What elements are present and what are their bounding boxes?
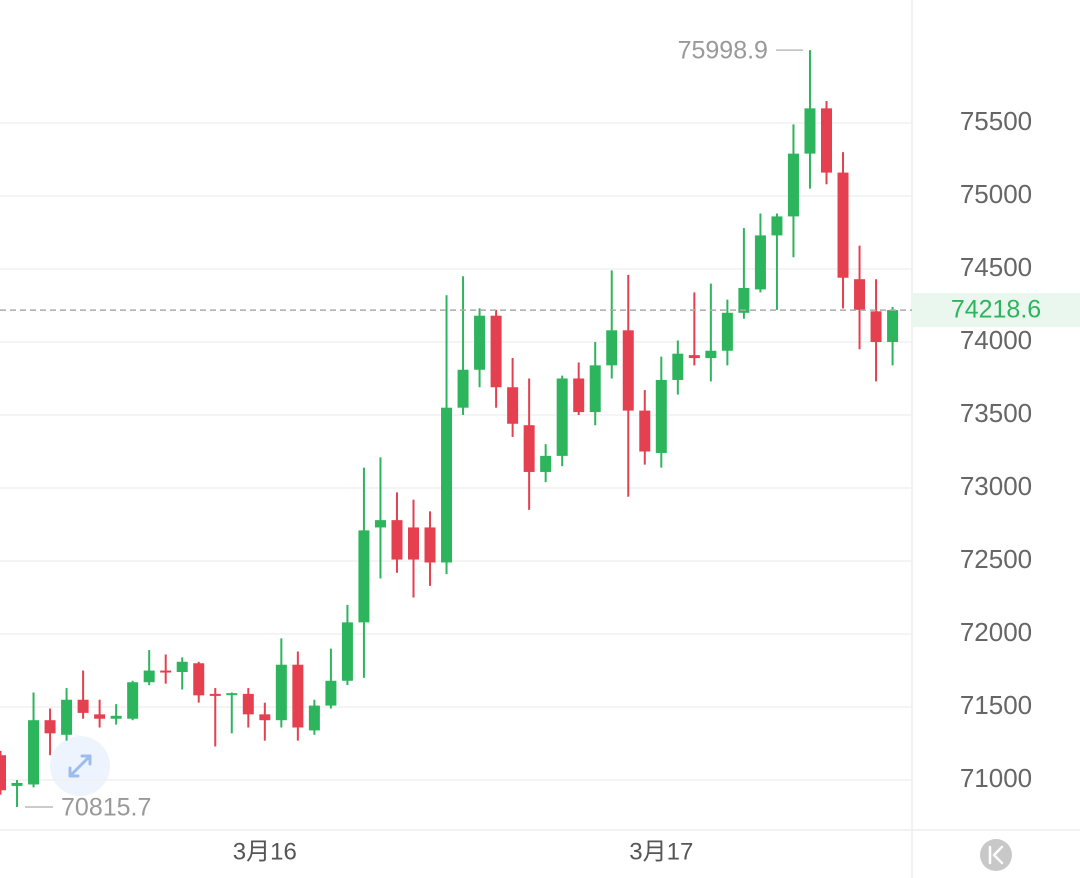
- candle-body: [457, 369, 469, 408]
- candle-body: [655, 379, 667, 453]
- candle-body: [622, 330, 634, 411]
- candle-body: [490, 315, 502, 388]
- candle-body: [540, 455, 552, 472]
- y-tick-label: 73000: [960, 471, 1032, 501]
- candle-body: [424, 527, 436, 563]
- candle-body: [160, 670, 172, 673]
- y-tick-label: 74500: [960, 252, 1032, 282]
- candle-body: [226, 693, 238, 696]
- y-tick-label: 73500: [960, 398, 1032, 428]
- candle-body: [193, 663, 205, 696]
- candle-body: [821, 108, 832, 173]
- candle-body: [474, 315, 486, 370]
- candle-body: [143, 670, 155, 683]
- candle-body: [738, 287, 750, 313]
- x-tick-label: 3月17: [629, 838, 693, 865]
- candle-body: [441, 407, 453, 563]
- collapse-button[interactable]: [980, 839, 1012, 871]
- candle-body: [804, 108, 816, 154]
- candle-body: [507, 387, 519, 424]
- candle-body: [754, 235, 766, 290]
- candles: [0, 50, 899, 807]
- candle-body: [209, 693, 221, 696]
- candle-body: [61, 699, 73, 735]
- candle-body: [523, 425, 535, 472]
- min-label: 70815.7: [61, 794, 151, 822]
- candle-body: [721, 312, 733, 351]
- candle-body: [0, 755, 6, 791]
- candle-body: [589, 365, 601, 413]
- candle-body: [259, 714, 271, 721]
- candle-body: [77, 699, 89, 713]
- max-label: 75998.9: [678, 37, 768, 65]
- collapse-button-bg: [980, 839, 1012, 871]
- candle-body: [556, 378, 568, 456]
- candle-body: [705, 350, 717, 359]
- candle-body: [771, 216, 783, 236]
- y-tick-label: 72000: [960, 617, 1032, 647]
- candle-body: [11, 782, 23, 786]
- last-price-label: 74218.6: [951, 296, 1041, 324]
- expand-button[interactable]: [50, 736, 110, 796]
- candle-body: [672, 353, 684, 380]
- candle-body: [275, 664, 287, 721]
- y-tick-label: 72500: [960, 544, 1032, 574]
- candle-body: [837, 172, 849, 278]
- y-tick-label: 74000: [960, 325, 1032, 355]
- candle-body: [28, 720, 40, 785]
- candle-body: [854, 279, 866, 310]
- candle-body: [374, 520, 386, 528]
- candle-body: [408, 527, 419, 560]
- expand-icon: [68, 754, 92, 778]
- candle-body: [292, 664, 304, 728]
- candle-body: [94, 714, 106, 719]
- candle-body: [127, 682, 139, 719]
- x-tick-label: 3月16: [233, 838, 297, 865]
- candle-body: [242, 693, 254, 715]
- candle-body: [44, 720, 56, 734]
- candle-body: [639, 410, 651, 452]
- candle-body: [688, 355, 700, 359]
- candle-body: [887, 310, 899, 342]
- candle-body: [341, 622, 353, 681]
- last-price-box: [912, 293, 1080, 328]
- candle-body: [325, 680, 337, 706]
- candle-body: [787, 153, 799, 217]
- candle-body: [391, 520, 403, 560]
- candle-body: [606, 330, 618, 366]
- y-tick-label: 71500: [960, 690, 1032, 720]
- candle-body: [110, 715, 122, 719]
- candle-body: [573, 378, 585, 413]
- y-tick-label: 75000: [960, 179, 1032, 209]
- y-tick-label: 75500: [960, 106, 1032, 136]
- candle-body: [308, 705, 320, 731]
- candle-body: [176, 661, 188, 673]
- y-tick-label: 71000: [960, 763, 1032, 793]
- candle-body: [870, 311, 882, 342]
- candle-body: [358, 530, 370, 623]
- collapse-icon: [988, 845, 1004, 865]
